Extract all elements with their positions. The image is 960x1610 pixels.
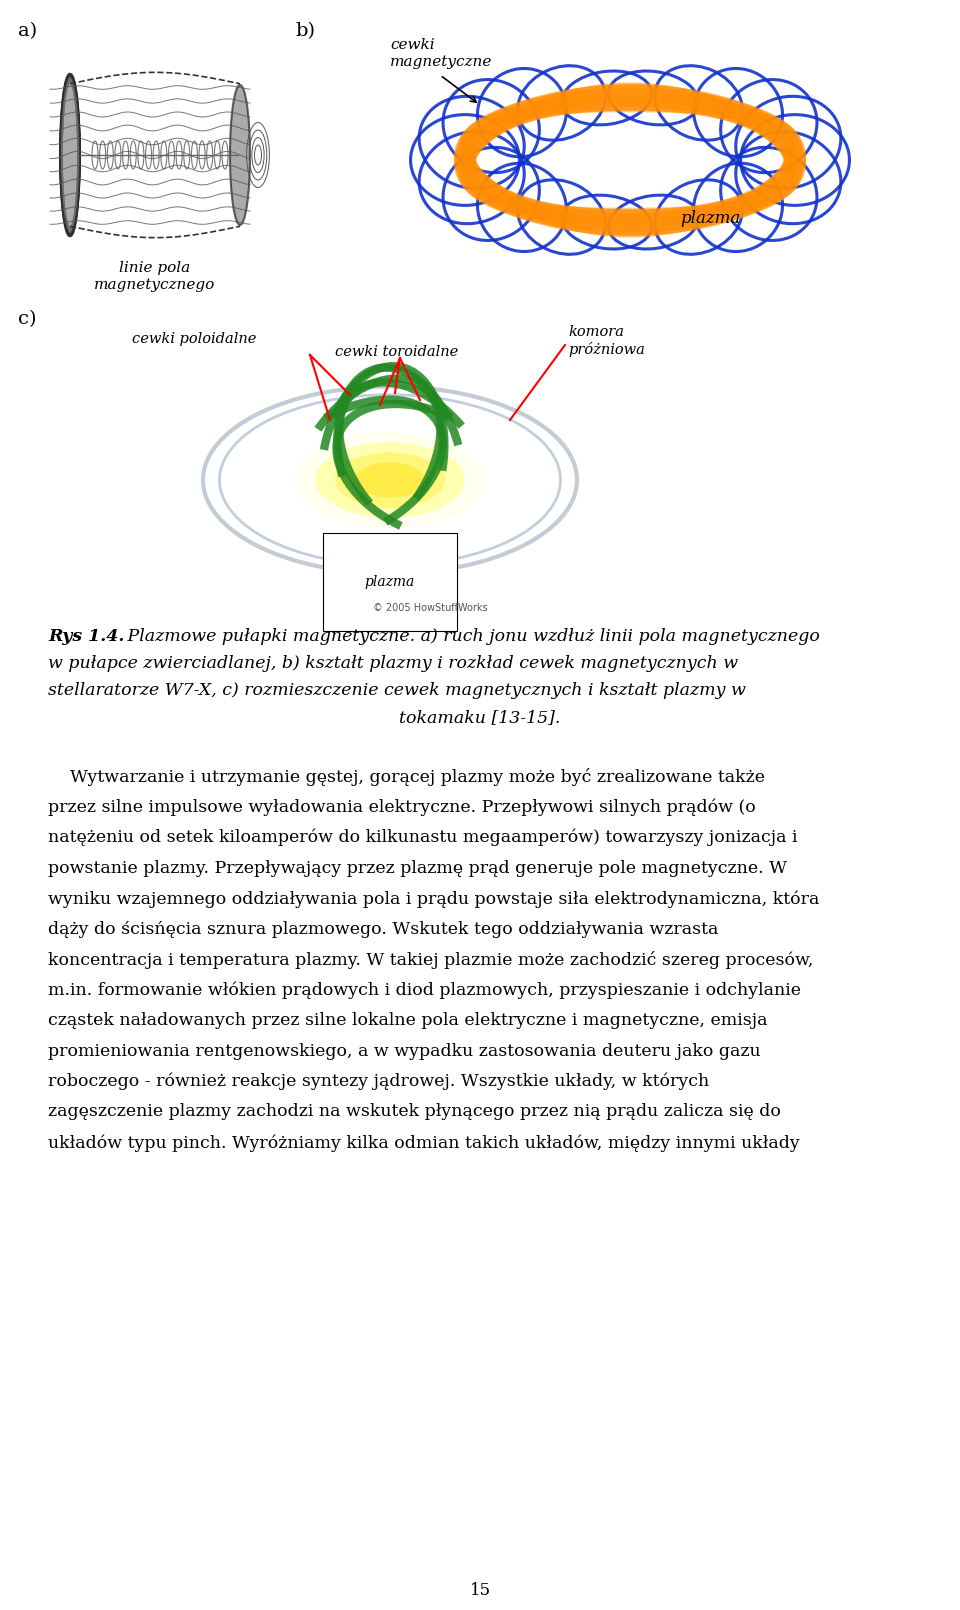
Text: © 2005 HowStuffWorks: © 2005 HowStuffWorks bbox=[372, 604, 488, 613]
Text: tokamaku [13-15].: tokamaku [13-15]. bbox=[399, 708, 561, 726]
Text: m.in. formowanie włókien prądowych i diod plazmowych, przyspieszanie i odchylani: m.in. formowanie włókien prądowych i dio… bbox=[48, 982, 801, 998]
Ellipse shape bbox=[335, 452, 445, 507]
Text: próżniowa: próżniowa bbox=[568, 341, 645, 357]
Text: magnetycznego: magnetycznego bbox=[94, 279, 216, 291]
Text: plazma: plazma bbox=[680, 209, 740, 227]
Text: powstanie plazmy. Przepływający przez plazmę prąd generuje pole magnetyczne. W: powstanie plazmy. Przepływający przez pl… bbox=[48, 860, 787, 876]
Text: cząstek naładowanych przez silne lokalne pola elektryczne i magnetyczne, emisja: cząstek naładowanych przez silne lokalne… bbox=[48, 1013, 767, 1029]
Text: a): a) bbox=[18, 23, 37, 40]
Text: układów typu pinch. Wyróżniamy kilka odmian takich układów, między innymi układy: układów typu pinch. Wyróżniamy kilka odm… bbox=[48, 1133, 800, 1151]
Text: dąży do ścisńęcia sznura plazmowego. Wskutek tego oddziaływania wzrasta: dąży do ścisńęcia sznura plazmowego. Wsk… bbox=[48, 921, 718, 937]
Ellipse shape bbox=[295, 433, 485, 528]
Text: Rys 1.4.: Rys 1.4. bbox=[48, 628, 125, 646]
Text: b): b) bbox=[295, 23, 315, 40]
Text: natężeniu od setek kiloamperów do kilkunastu megaamperów) towarzyszy jonizacja i: natężeniu od setek kiloamperów do kilkun… bbox=[48, 829, 798, 847]
Text: wyniku wzajemnego oddziaływania pola i prądu powstaje siła elektrodynamiczna, kt: wyniku wzajemnego oddziaływania pola i p… bbox=[48, 890, 820, 908]
Ellipse shape bbox=[315, 443, 465, 517]
Ellipse shape bbox=[60, 76, 80, 233]
Text: zagęszczenie plazmy zachodzi na wskutek płynącego przez nią prądu zalicza się do: zagęszczenie plazmy zachodzi na wskutek … bbox=[48, 1103, 780, 1121]
Text: cewki poloidalne: cewki poloidalne bbox=[132, 332, 256, 346]
Text: koncentracja i temperatura plazmy. W takiej plazmie może zachodzić szereg proces: koncentracja i temperatura plazmy. W tak… bbox=[48, 952, 813, 969]
Text: Wytwarzanie i utrzymanie gęstej, gorącej plazmy może być zrealizowane także: Wytwarzanie i utrzymanie gęstej, gorącej… bbox=[48, 768, 765, 786]
Text: 15: 15 bbox=[469, 1583, 491, 1599]
Text: przez silne impulsowe wyładowania elektryczne. Przepływowi silnych prądów (o: przez silne impulsowe wyładowania elektr… bbox=[48, 799, 756, 816]
Text: plazma: plazma bbox=[365, 575, 415, 589]
Text: cewki toroidalne: cewki toroidalne bbox=[335, 345, 458, 359]
Text: magnetyczne: magnetyczne bbox=[390, 55, 492, 69]
Text: roboczego - również reakcje syntezy jądrowej. Wszystkie układy, w których: roboczego - również reakcje syntezy jądr… bbox=[48, 1072, 709, 1090]
Text: c): c) bbox=[18, 311, 36, 328]
Ellipse shape bbox=[230, 85, 250, 225]
Ellipse shape bbox=[355, 462, 425, 497]
Text: cewki: cewki bbox=[390, 39, 435, 52]
Text: stellaratorze W7-X, c) rozmieszczenie cewek magnetycznych i kształt plazmy w: stellaratorze W7-X, c) rozmieszczenie ce… bbox=[48, 683, 746, 699]
Text: komora: komora bbox=[568, 325, 624, 340]
Text: linie pola: linie pola bbox=[119, 261, 191, 275]
Text: w pułapce zwierciadlanej, b) kształt plazmy i rozkład cewek magnetycznych w: w pułapce zwierciadlanej, b) kształt pla… bbox=[48, 655, 738, 671]
Text: promieniowania rentgenowskiego, a w wypadku zastosowania deuteru jako gazu: promieniowania rentgenowskiego, a w wypa… bbox=[48, 1043, 760, 1059]
Text: Plazmowe pułapki magnetyczne. a) ruch jonu wzdłuż linii pola magnetycznego: Plazmowe pułapki magnetyczne. a) ruch jo… bbox=[122, 628, 820, 646]
